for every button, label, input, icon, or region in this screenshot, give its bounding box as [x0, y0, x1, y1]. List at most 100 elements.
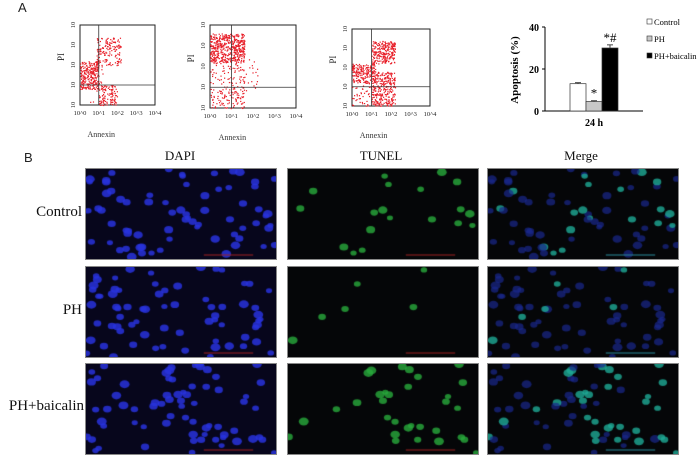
event-dot: [389, 51, 391, 53]
event-dot: [394, 44, 396, 46]
event-dot: [235, 53, 237, 55]
event-dot: [371, 98, 373, 101]
event-dot: [224, 35, 226, 37]
event-dot: [384, 93, 386, 96]
event-dot: [222, 53, 224, 55]
event-dot: [223, 47, 225, 50]
event-dot: [215, 46, 217, 48]
event-dot: [240, 62, 242, 64]
event-dot: [357, 73, 359, 75]
event-dot: [354, 71, 356, 74]
event-dot: [229, 41, 231, 43]
event-dot: [243, 82, 245, 84]
x-tick-label: 10^2: [247, 113, 260, 120]
event-dot: [220, 51, 222, 53]
event-dot: [112, 101, 114, 103]
event-dot: [364, 77, 367, 79]
event-dot: [213, 72, 215, 74]
event-dot: [387, 61, 390, 63]
event-dot: [376, 81, 378, 83]
event-dot: [112, 85, 114, 87]
event-dot: [362, 85, 365, 87]
event-dot: [102, 94, 104, 97]
event-dot: [385, 83, 387, 85]
event-dot: [95, 83, 97, 85]
event-dot: [241, 33, 243, 35]
event-dot: [360, 93, 362, 95]
event-dot: [384, 90, 386, 93]
event-dot: [243, 101, 245, 104]
event-dot: [381, 47, 383, 49]
event-dot: [94, 68, 96, 70]
event-dot: [94, 80, 96, 82]
event-dot: [360, 69, 362, 71]
event-dot: [212, 101, 215, 104]
event-dot: [90, 68, 92, 70]
event-dot: [227, 35, 229, 37]
event-dot: [97, 39, 99, 42]
event-dot: [87, 78, 89, 81]
event-dot: [352, 86, 354, 89]
event-dot: [83, 67, 85, 69]
event-dot: [390, 56, 392, 58]
event-dot: [366, 74, 368, 77]
event-dot: [85, 88, 87, 90]
event-dot: [352, 66, 354, 68]
event-dot: [364, 72, 366, 74]
event-dot: [383, 59, 386, 61]
event-dot: [211, 92, 213, 94]
event-dot: [391, 88, 393, 91]
event-dot: [362, 71, 364, 73]
event-dot: [231, 35, 234, 37]
event-dot: [242, 107, 244, 110]
event-dot: [116, 96, 119, 98]
event-dot: [80, 63, 82, 65]
event-dot: [382, 103, 384, 106]
event-dot: [233, 77, 235, 79]
event-dot: [113, 99, 115, 101]
event-dot: [119, 46, 121, 48]
event-dot: [117, 53, 119, 55]
micrograph-merge-ph: [487, 266, 679, 358]
event-dot: [111, 40, 113, 42]
event-dot: [375, 68, 377, 71]
event-dot: [389, 56, 391, 58]
event-dot: [363, 92, 366, 94]
event-dot: [387, 75, 390, 77]
event-dot: [227, 59, 230, 61]
event-dot: [92, 101, 95, 103]
event-dot: [214, 38, 216, 40]
event-dot: [384, 98, 386, 100]
event-dot: [106, 38, 108, 40]
event-dot: [353, 64, 356, 67]
event-dot: [222, 44, 224, 47]
event-dot: [231, 48, 233, 51]
event-dot: [381, 43, 383, 45]
event-dot: [359, 65, 361, 67]
event-dot: [224, 57, 226, 59]
event-dot: [115, 54, 117, 57]
event-dot: [372, 45, 374, 47]
event-dot: [89, 64, 91, 66]
event-dot: [376, 97, 378, 99]
event-dot: [213, 58, 216, 61]
event-dot: [104, 45, 106, 48]
event-dot: [115, 102, 118, 104]
event-dot: [355, 99, 357, 102]
event-dot: [118, 54, 120, 56]
event-dot: [241, 54, 243, 56]
event-dot: [381, 73, 383, 75]
event-dot: [365, 105, 368, 107]
event-dot: [95, 86, 97, 88]
event-dot: [237, 36, 239, 38]
event-dot: [214, 44, 217, 46]
event-dot: [114, 86, 116, 88]
event-dot: [384, 89, 387, 91]
event-dot: [109, 62, 111, 64]
event-dot: [227, 41, 230, 43]
event-dot: [386, 49, 389, 51]
event-dot: [97, 42, 99, 44]
event-dot: [111, 50, 113, 52]
event-dot: [102, 97, 104, 100]
event-dot: [225, 61, 227, 63]
